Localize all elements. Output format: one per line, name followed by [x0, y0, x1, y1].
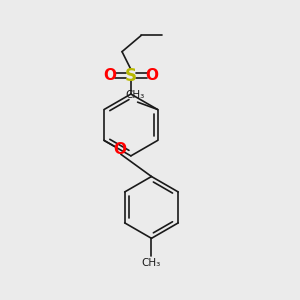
Text: O: O [146, 68, 159, 83]
Text: CH₃: CH₃ [126, 90, 145, 100]
Text: O: O [103, 68, 116, 83]
Text: CH₃: CH₃ [142, 258, 161, 268]
Text: O: O [113, 142, 126, 157]
Text: S: S [125, 67, 137, 85]
